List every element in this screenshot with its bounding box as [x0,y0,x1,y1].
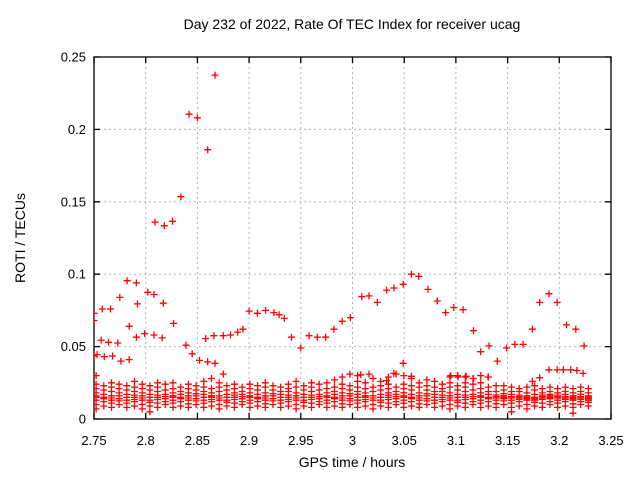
y-axis-label: ROTI / TECUs [12,193,28,283]
x-tick-label: 2.95 [288,433,313,448]
x-tick-label: 3.1 [447,433,465,448]
y-tick-label: 0.1 [68,267,86,282]
x-tick-label: 2.8 [137,433,155,448]
x-tick-label: 3.25 [598,433,623,448]
x-axis-label: GPS time / hours [299,454,406,470]
x-tick-label: 3.2 [550,433,568,448]
x-tick-label: 2.75 [81,433,106,448]
x-tick-label: 3.15 [495,433,520,448]
data-points [94,71,592,417]
chart-title: Day 232 of 2022, Rate Of TEC Index for r… [184,16,521,32]
grid-path [94,57,611,419]
scatter-plus-markers [94,71,592,417]
x-tick-label: 2.85 [185,433,210,448]
x-tick-label: 3.05 [392,433,417,448]
y-tick-label: 0.15 [61,194,86,209]
tick-marks [93,56,612,420]
x-tick-label: 2.9 [240,433,258,448]
y-tick-label: 0.2 [68,122,86,137]
tick-labels: 2.75 2.8 2.85 2.9 2.95 3 3.05 3.1 3.15 3.2 3.25 0 0.… [61,50,624,449]
x-tick-label: 3 [349,433,356,448]
y-tick-label: 0.25 [61,50,86,65]
y-tick-label: 0 [79,412,86,427]
grid-lines [94,57,611,419]
plot-border [93,56,612,420]
y-tick-label: 0.05 [61,339,86,354]
